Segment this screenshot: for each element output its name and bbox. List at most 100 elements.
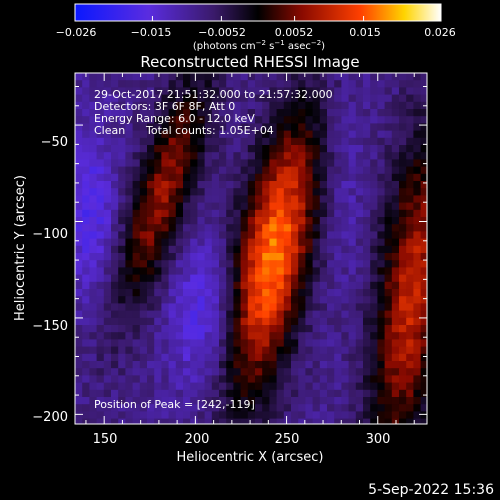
heatmap-cell <box>363 217 371 225</box>
heatmap-cell <box>75 418 83 424</box>
heatmap-cell <box>363 339 371 347</box>
heatmap-cell <box>319 303 328 311</box>
heatmap-cell <box>233 80 241 88</box>
colorbar-ticks <box>74 16 442 21</box>
heatmap-cell <box>312 382 321 391</box>
heatmap-cell <box>154 80 162 88</box>
heatmap-cell <box>161 317 169 326</box>
heatmap-cell <box>305 181 313 189</box>
heatmap-cell <box>89 317 97 326</box>
heatmap-cell <box>96 353 105 362</box>
heatmap-cell <box>103 231 112 239</box>
heatmap-cell <box>247 109 256 117</box>
heatmap-cell <box>82 209 90 218</box>
heatmap-cell <box>312 411 321 419</box>
heatmap-cell <box>139 87 148 95</box>
heatmap-cell <box>298 231 306 239</box>
heatmap-cell <box>103 389 112 398</box>
heatmap-cell <box>132 389 141 398</box>
heatmap-cell <box>319 73 328 81</box>
heatmap-cell <box>327 152 335 160</box>
heatmap-cell <box>384 411 393 419</box>
heatmap-cell <box>247 346 256 355</box>
heatmap-cell <box>384 245 393 254</box>
heatmap-cell <box>89 209 97 218</box>
heatmap-cell <box>262 389 270 398</box>
heatmap-cell <box>283 101 292 110</box>
heatmap-cell <box>262 137 270 146</box>
heatmap-cell <box>226 109 234 117</box>
heatmap-cell <box>75 152 83 160</box>
heatmap-cell <box>75 346 83 355</box>
heatmap-cell <box>269 224 277 232</box>
heatmap-cell <box>154 303 162 311</box>
heatmap-cell <box>327 181 335 189</box>
heatmap-cell <box>233 217 241 225</box>
heatmap-cell <box>348 346 357 355</box>
heatmap-cell <box>283 94 292 103</box>
heatmap-cell <box>175 317 184 326</box>
heatmap-cell <box>355 137 364 146</box>
x-axis-title: Heliocentric X (arcsec) <box>177 450 324 465</box>
heatmap-cell <box>391 123 400 131</box>
heatmap-cell <box>240 231 249 239</box>
heatmap-cell <box>139 231 148 239</box>
heatmap-cell <box>132 130 141 139</box>
heatmap-cell <box>233 166 241 175</box>
heatmap-cell <box>89 418 97 424</box>
heatmap-cell <box>190 325 198 333</box>
heatmap-cell <box>291 353 299 362</box>
heatmap-cell <box>175 310 184 319</box>
heatmap-cell <box>161 296 169 304</box>
heatmap-cell <box>103 188 112 196</box>
heatmap-cell <box>132 188 141 196</box>
heatmap-cell <box>291 116 299 124</box>
heatmap-cell <box>312 404 321 412</box>
heatmap-cell <box>161 411 169 419</box>
heatmap-cell <box>132 404 141 412</box>
heatmap-cell <box>413 375 421 383</box>
heatmap-cell <box>406 87 414 95</box>
heatmap-cell <box>183 152 191 160</box>
heatmap-cell <box>111 202 119 211</box>
heatmap-cell <box>334 375 342 383</box>
heatmap-cell <box>305 145 313 153</box>
heatmap-cell <box>255 375 263 383</box>
heatmap-cell <box>262 109 270 117</box>
heatmap-cell <box>147 281 155 290</box>
heatmap-cell <box>75 274 83 283</box>
heatmap-cell <box>132 209 141 218</box>
heatmap-cell <box>103 116 112 124</box>
heatmap-cell <box>255 137 263 146</box>
heatmap-cell <box>391 267 400 275</box>
heatmap-cell <box>334 245 342 254</box>
heatmap-cell <box>125 281 133 290</box>
heatmap-cell <box>291 80 299 88</box>
heatmap-cell <box>226 166 234 175</box>
heatmap-cell <box>132 109 141 117</box>
heatmap-cell <box>291 332 299 340</box>
heatmap-cell <box>312 281 321 290</box>
heatmap-cell <box>204 159 213 167</box>
heatmap-cell <box>298 217 306 225</box>
heatmap-cell <box>255 123 263 131</box>
heatmap-cell <box>96 382 105 391</box>
heatmap-cell <box>341 260 349 268</box>
heatmap-cell <box>319 94 328 103</box>
heatmap-cell <box>291 159 299 167</box>
heatmap-cell <box>276 145 285 153</box>
heatmap-cell <box>197 346 205 355</box>
heatmap-cell <box>327 267 335 275</box>
heatmap-cell <box>118 87 126 95</box>
heatmap-cell <box>190 317 198 326</box>
heatmap-cell <box>211 389 220 398</box>
heatmap-cell <box>139 152 148 160</box>
heatmap-cell <box>89 289 97 297</box>
colorbar-units: (photons cm−2 s−1 asec−2) <box>193 39 325 52</box>
heatmap-cell <box>211 145 220 153</box>
heatmap-cell <box>89 195 97 203</box>
heatmap-cell <box>399 346 407 355</box>
heatmap-cell <box>89 173 97 182</box>
heatmap-cell <box>406 123 414 131</box>
heatmap-cell <box>262 375 270 383</box>
